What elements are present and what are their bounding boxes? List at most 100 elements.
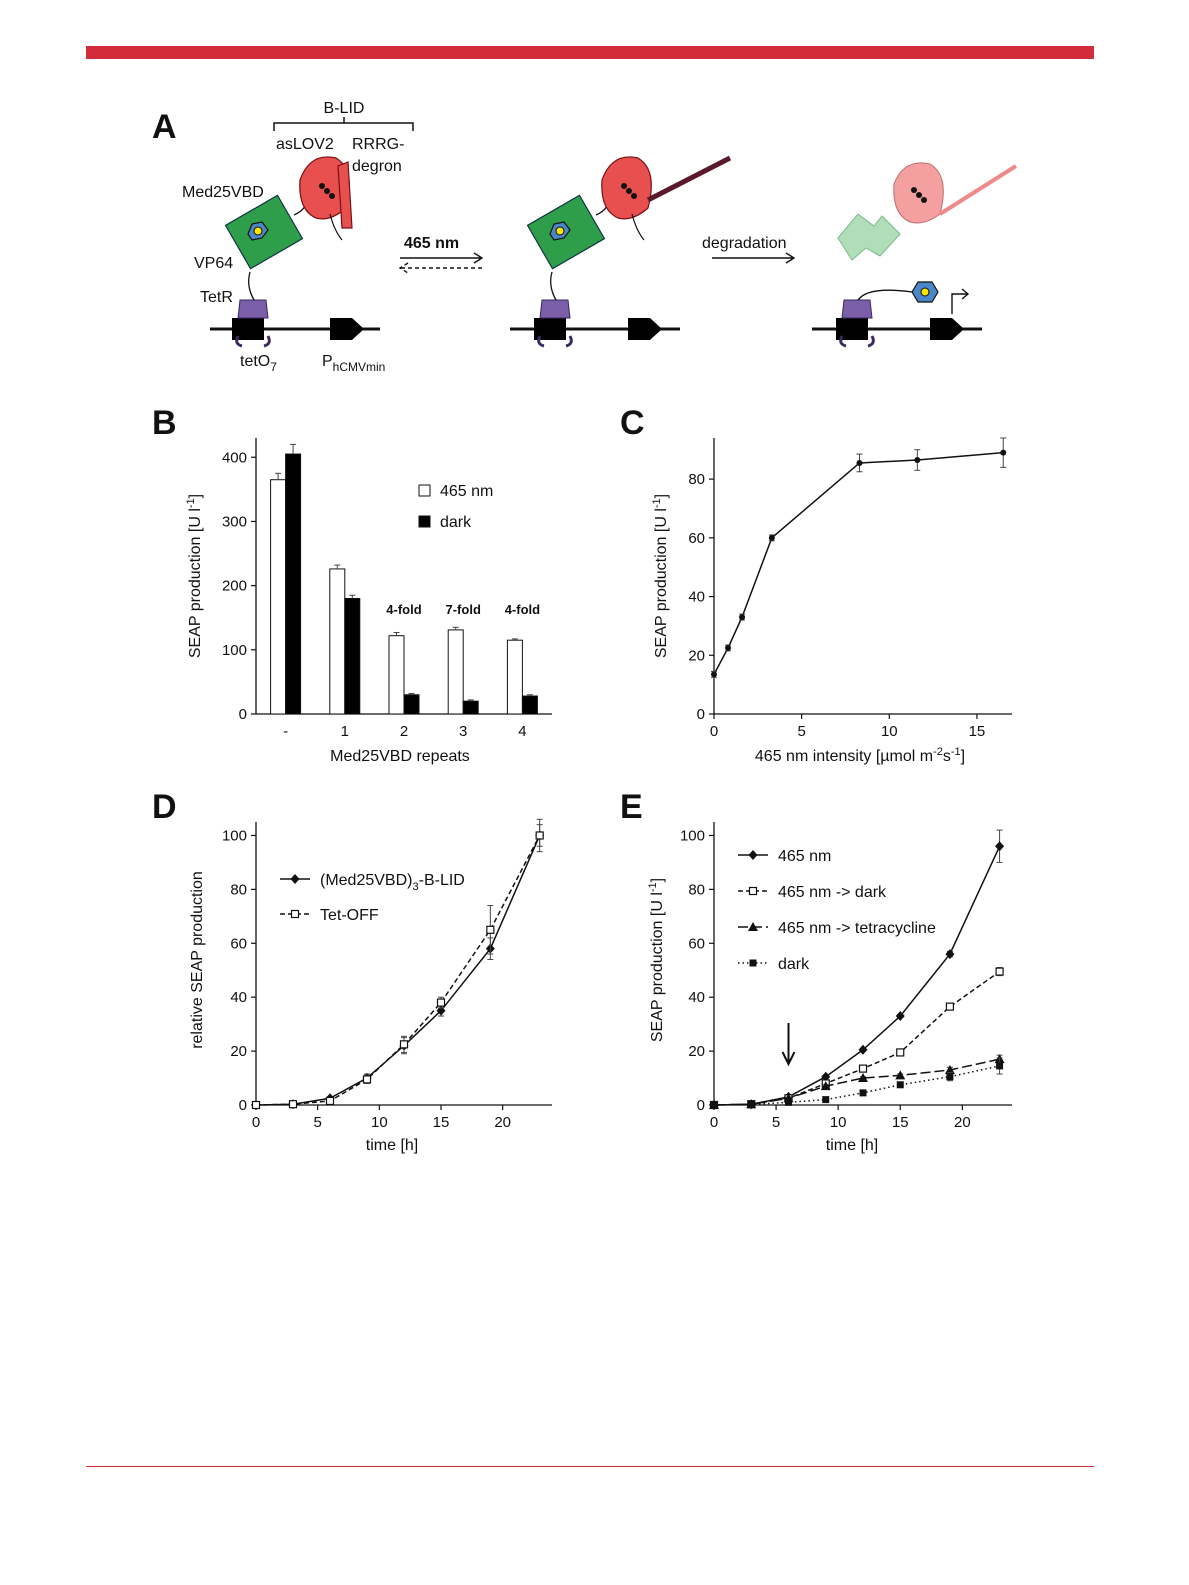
legend-marker	[749, 959, 757, 967]
y-tick-label: 20	[230, 1043, 247, 1060]
y-axis-label: SEAP production [U l-1]	[185, 494, 204, 658]
tick-group: 0 5 10 15 20 0 20 40 60 80 100	[222, 827, 511, 1131]
y-tick-label: 40	[230, 989, 247, 1006]
degron-label: degron	[352, 158, 402, 175]
series-line-2	[713, 1058, 1000, 1106]
y-tick-label: 100	[222, 827, 247, 844]
chart-d: 0 5 10 15 20 0 20 40 60 80 100 time [h] relative S…	[189, 818, 552, 1154]
legend-swatch	[418, 515, 431, 528]
data-point	[896, 1081, 904, 1089]
fold-change-label: 4-fold	[386, 602, 421, 617]
header-accent-bar	[86, 46, 1094, 59]
vp64-label: VP64	[194, 255, 233, 272]
tick-group: 0 100 200 300 400 - 1 2 3 4	[222, 449, 527, 740]
data-point	[858, 1064, 868, 1073]
y-tick-label: 0	[697, 706, 705, 723]
data-point	[995, 967, 1004, 976]
footer-accent-line	[86, 1466, 1094, 1467]
data-point	[822, 1096, 830, 1104]
x-tick-label: 4	[518, 723, 526, 740]
x-tick-label: 20	[494, 1114, 511, 1131]
fold-change-label: 4-fold	[505, 602, 540, 617]
data-point	[995, 841, 1005, 852]
panel-label-d: D	[152, 788, 177, 826]
bar-light	[388, 635, 405, 715]
x-tick-label: 0	[710, 1114, 718, 1131]
data-point	[856, 459, 863, 466]
data-point	[821, 1071, 831, 1082]
x-axis-label: 465 nm intensity [µmol m-2s-1]	[755, 746, 965, 765]
legend-swatch	[418, 484, 431, 497]
y-tick-label: 60	[688, 935, 705, 952]
degradation-arrow	[712, 252, 796, 264]
degradation-label: degradation	[702, 235, 787, 252]
data-point	[486, 925, 495, 934]
x-axis-label: time [h]	[826, 1137, 878, 1154]
teto-box	[232, 318, 264, 340]
series-line-3	[713, 1065, 1000, 1106]
series-line-1	[255, 835, 541, 1106]
y-tick-label: 40	[688, 989, 705, 1006]
x-tick-label: 5	[772, 1114, 780, 1131]
data-point	[739, 614, 746, 621]
panel-a: A B-LID asLOV2 RRRG- degron Med25VBD VP6…	[152, 100, 1018, 374]
state-degraded	[812, 162, 1018, 348]
x-tick-label: 10	[881, 723, 898, 740]
legend-label: 465 nm	[778, 848, 831, 865]
y-tick-label: 80	[230, 881, 247, 898]
b-lid-label: B-LID	[324, 100, 365, 117]
bar-dark	[285, 453, 302, 715]
x-tick-label: 2	[400, 723, 408, 740]
data-point	[858, 1044, 868, 1055]
legend-label: (Med25VBD)3-B-LID	[320, 872, 465, 893]
bar-dark	[521, 695, 538, 715]
data-point	[996, 1062, 1004, 1070]
data-point	[895, 1070, 906, 1080]
data-point	[747, 1100, 755, 1108]
aslov2-label: asLOV2	[276, 136, 334, 153]
legend-label: Tet-OFF	[320, 907, 379, 924]
x-tick-label: 20	[954, 1114, 971, 1131]
x-tick-label: 0	[252, 1114, 260, 1131]
x-tick-label: 0	[710, 723, 718, 740]
series-line-1	[713, 970, 1001, 1106]
legend: (Med25VBD)3-B-LID Tet-OFF	[280, 872, 465, 924]
rrrg-label: RRRG-	[352, 136, 404, 153]
legend-marker	[748, 922, 758, 931]
y-tick-label: 0	[239, 1097, 247, 1114]
state-dark	[210, 156, 380, 348]
data-point	[535, 831, 544, 840]
legend-label: 465 nm	[440, 483, 493, 500]
y-tick-label: 100	[680, 827, 705, 844]
series-line-0	[713, 451, 1004, 675]
fold-change-label: 7-fold	[446, 602, 481, 617]
y-tick-label: 200	[222, 578, 247, 595]
bar-light	[506, 639, 523, 715]
y-tick-label: 60	[230, 935, 247, 952]
x-tick-label: 5	[797, 723, 805, 740]
legend-marker	[748, 886, 758, 896]
series-group	[709, 829, 1005, 1110]
legend-marker	[290, 874, 300, 884]
x-tick-label: 10	[830, 1114, 847, 1131]
y-tick-label: 0	[239, 706, 247, 723]
data-point	[436, 998, 446, 1007]
teto-label: tetO7	[240, 353, 277, 374]
tick-group: 0 5 10 15 0 20 40 60 80	[688, 471, 985, 740]
data-point	[725, 644, 732, 651]
data-point	[945, 1002, 955, 1011]
chart-c: 0 5 10 15 0 20 40 60 80 465 nm intensity [µmol m…	[651, 437, 1012, 765]
data-point	[820, 1081, 831, 1091]
y-tick-label: 0	[697, 1097, 705, 1114]
y-tick-label: 100	[222, 642, 247, 659]
x-tick-label: -	[283, 723, 288, 740]
bar-light	[329, 568, 346, 715]
x-tick-label: 15	[969, 723, 986, 740]
data-point	[895, 1011, 905, 1022]
state-lit	[510, 155, 732, 348]
x-tick-label: 15	[433, 1114, 450, 1131]
data-point	[399, 1040, 409, 1049]
panel-label-e: E	[620, 788, 643, 826]
legend-marker	[748, 850, 758, 860]
x-axis-label: Med25VBD repeats	[330, 748, 470, 765]
